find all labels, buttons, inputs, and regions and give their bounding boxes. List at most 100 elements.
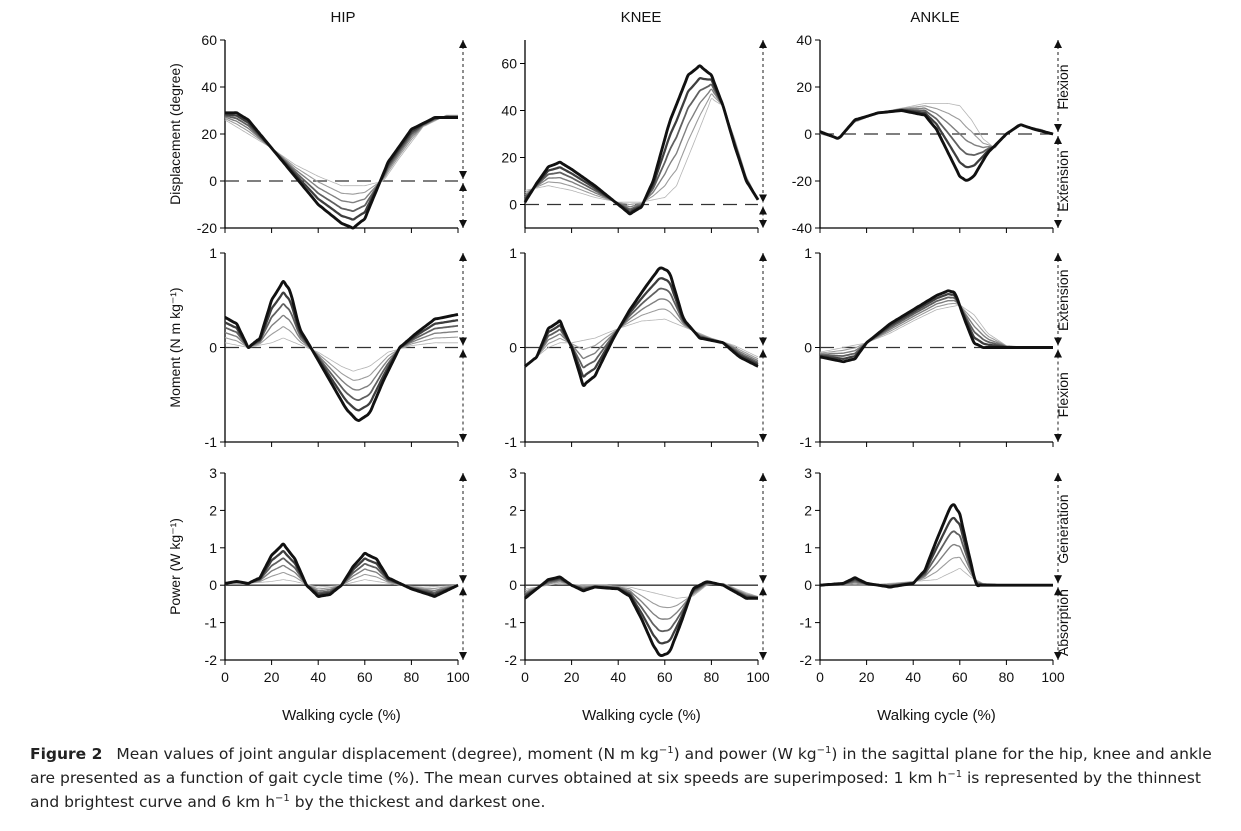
x-tick-label: 60 [952,669,968,685]
y-tick-label: 1 [509,540,517,556]
panel-hip-moment: -1 0 1 [205,245,467,450]
figure-caption: Figure 2 Mean values of joint angular dis… [30,742,1220,814]
caption-text-1: Mean values of joint angular displacemen… [116,745,659,763]
caption-text-5: by the thickest and darkest one. [289,793,546,811]
x-tick-label: 80 [999,669,1015,685]
y-tick-label: -1 [800,615,813,631]
series-line-speed-6 [819,289,1053,364]
range-arrow-positive-head-down [459,575,467,584]
range-arrow-positive-head-down [759,575,767,584]
range-arrow-positive-head-down [459,171,467,179]
range-arrow-positive-head-down [1054,337,1062,346]
y-tick-label: 60 [201,32,217,48]
panel-knee-displacement: 0 20 40 60 [501,40,767,233]
x-tick-label: 80 [404,669,420,685]
x-tick-label: 40 [905,669,921,685]
series-line-speed-4 [224,303,459,401]
y-tick-label: 20 [501,150,517,166]
panel-ankle-moment: -1 0 1 Extension Flexion [800,245,1071,450]
range-arrow-negative-head-up [1054,587,1062,596]
caption-text-4: is represented by the thinnest and brigh… [30,769,1201,811]
y-tick-label: 1 [209,540,217,556]
y-tick-label: 0 [804,340,812,356]
series-line-speed-6 [524,266,759,388]
side-label-negative: Absorption [1055,589,1071,656]
x-tick-label: 0 [221,669,229,685]
series-line-speed-5 [524,76,759,213]
series-line-speed-3 [224,115,459,204]
y-tick-label: 0 [509,577,517,593]
range-arrow-negative-head-up [759,587,767,596]
series-line-speed-3 [224,314,459,391]
y-axis-label-2: Power (W kg⁻¹) [167,518,183,615]
y-tick-label: -2 [205,652,218,668]
y-tick-label: 0 [804,577,812,593]
caption-label: Figure 2 [30,745,103,763]
caption-sup-4: −1 [275,792,290,804]
side-label-negative: Flexion [1055,372,1071,417]
y-tick-label: 1 [509,245,517,261]
caption-sup-3: −1 [947,768,963,780]
series-line-speed-4 [524,578,759,633]
series-line-speed-4 [524,287,759,369]
x-tick-label: 60 [357,669,373,685]
panel-ankle-displacement: -40 -20 0 20 40 Flexion Extension [792,32,1071,236]
range-arrow-positive-head-down [759,337,767,346]
y-tick-label: 0 [209,340,217,356]
y-tick-label: 2 [509,502,517,518]
series-line-speed-6 [224,279,459,422]
y-tick-label: 1 [804,540,812,556]
series-line-speed-1 [819,304,1053,353]
column-title-0: HIP [330,9,355,26]
series-line-speed-6 [524,575,758,658]
panel-hip-power: -2 -1 0 1 2 3 0 20 40 60 80 100 [205,465,470,685]
x-tick-label: 40 [610,669,626,685]
y-tick-label: 0 [209,577,217,593]
y-tick-label: 40 [501,103,517,119]
range-arrow-positive-head-down [1054,575,1062,584]
gait-figure: HIP Walking cycle (%) KNEE Walking cycle (%… [167,9,1071,724]
y-tick-label: 40 [796,32,812,48]
y-tick-label: 3 [509,465,517,481]
y-tick-label: 60 [501,56,517,72]
side-label-negative: Extension [1055,150,1071,211]
x-axis-label-0: Walking cycle (%) [282,707,401,724]
y-tick-label: -40 [792,220,812,236]
panel-ankle-power: -2 -1 0 1 2 3 0 20 40 60 80 100 Generation Absorption [800,465,1071,685]
series-line-speed-1 [224,114,458,187]
range-arrow-positive-head-down [1054,124,1062,132]
series-line-speed-2 [224,326,459,381]
y-tick-label: 3 [209,465,217,481]
x-axis-label-1: Walking cycle (%) [582,707,701,724]
series-line-speed-1 [524,98,759,203]
x-tick-label: 80 [704,669,720,685]
x-tick-label: 100 [746,669,770,685]
series-line-speed-5 [524,577,759,645]
y-tick-label: 1 [209,245,217,261]
range-arrow-positive-head-up [459,40,467,48]
series-line-speed-5 [819,516,1053,588]
range-arrow-negative-head-down [759,434,767,442]
range-arrow-positive-head-up [1054,473,1062,481]
side-label-positive: Extension [1055,270,1071,331]
y-tick-label: 20 [796,79,812,95]
caption-sup-2: −1 [816,744,832,756]
y-tick-label: 2 [804,502,812,518]
range-arrow-positive-head-down [759,194,767,203]
x-tick-label: 40 [310,669,326,685]
range-arrow-negative-head-down [1054,652,1062,660]
y-tick-label: 0 [509,197,517,213]
y-tick-label: -1 [800,434,813,450]
column-title-2: ANKLE [910,9,959,26]
x-tick-label: 60 [657,669,673,685]
series-line-speed-6 [225,111,458,230]
range-arrow-negative-head-up [1054,349,1062,358]
panel-knee-moment: -1 0 1 [505,245,767,450]
series-line-speed-6 [224,542,459,598]
y-axis-label-1: Moment (N m kg⁻¹) [167,287,183,407]
y-tick-label: 1 [804,245,812,261]
range-arrow-positive-head-up [459,253,467,261]
y-tick-label: 0 [509,340,517,356]
range-arrow-negative-head-up [459,349,467,358]
x-tick-label: 100 [1041,669,1065,685]
